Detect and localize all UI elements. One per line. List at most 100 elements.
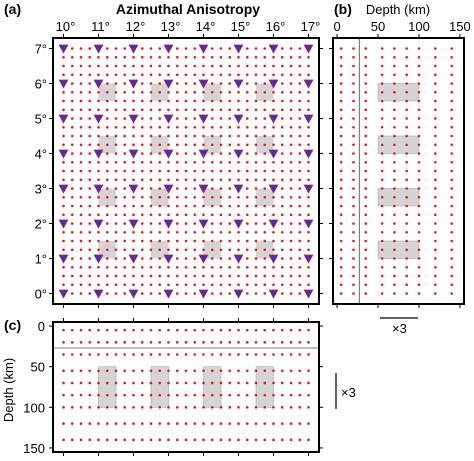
grid-dot <box>88 393 92 397</box>
grid-dot <box>434 108 437 112</box>
grid-dot <box>219 125 223 129</box>
grid-dot <box>228 257 232 260</box>
grid-dot <box>140 353 144 356</box>
depth-tick-label: 0 <box>38 319 45 334</box>
grid-dot <box>289 125 293 129</box>
grid-dot <box>405 213 408 217</box>
grid-dot <box>417 99 421 103</box>
grid-dot <box>210 108 214 112</box>
grid-dot <box>289 341 293 344</box>
grid-dot <box>405 82 408 85</box>
grid-dot <box>184 248 188 252</box>
grid-dot <box>79 64 83 68</box>
grid-dot <box>237 422 240 425</box>
grid-dot <box>245 248 249 252</box>
grid-dot <box>339 283 343 287</box>
grid-dot <box>228 152 232 155</box>
grid-dot <box>62 204 65 208</box>
grid-dot <box>263 265 267 269</box>
panel-a-axes: 10° 11° 12° 13° 14° 15° 16° 17° 7° 6° 5° 4° 3° 2° 1° 0° <box>35 19 323 308</box>
grid-dot <box>132 274 135 278</box>
grid-dot <box>114 257 118 260</box>
grid-dot <box>380 292 384 295</box>
grid-dot <box>219 73 223 77</box>
grid-dot <box>202 143 205 147</box>
grid-dot <box>450 265 454 269</box>
grid-dot <box>339 248 343 252</box>
grid-dot <box>254 341 258 344</box>
grid-dot <box>132 64 135 68</box>
grid-dot <box>62 99 65 103</box>
station-triangle <box>163 79 174 89</box>
grid-dot <box>70 393 74 397</box>
grid-dot <box>352 82 355 85</box>
grid-dot <box>245 125 249 129</box>
grid-dot <box>434 134 437 138</box>
grid-dot <box>97 393 100 397</box>
grid-dot <box>184 204 188 208</box>
grid-dot <box>202 265 205 269</box>
station-triangle <box>163 184 174 194</box>
lat-tick-label: 5° <box>35 112 47 127</box>
grid-dot <box>79 406 83 409</box>
grid-dot <box>62 239 65 243</box>
grid-dot <box>380 108 384 112</box>
grid-dot <box>307 125 310 129</box>
grid-dot <box>158 152 162 155</box>
grid-dot <box>97 422 100 425</box>
grid-dot <box>364 47 368 50</box>
grid-dot <box>210 230 214 234</box>
grid-dot <box>245 292 249 295</box>
grid-dot <box>339 257 343 260</box>
station-triangle <box>303 114 314 124</box>
grid-dot <box>272 328 275 332</box>
grid-dot <box>352 248 355 252</box>
grid-dot <box>140 143 144 147</box>
grid-dot <box>175 90 179 94</box>
grid-dot <box>272 406 275 409</box>
grid-dot <box>339 47 343 50</box>
grid-dot <box>132 178 135 182</box>
grid-dot <box>193 195 197 199</box>
grid-dot <box>149 422 153 425</box>
grid-dot <box>393 73 396 77</box>
grid-dot <box>105 341 109 344</box>
panel-b-letter: (b) <box>334 1 352 17</box>
grid-dot <box>298 381 302 385</box>
panel-a-letter: (a) <box>4 1 21 17</box>
station-triangle <box>93 79 104 89</box>
grid-dot <box>280 393 284 397</box>
grid-dot <box>307 239 310 243</box>
station-triangle <box>198 114 209 124</box>
grid-dot <box>219 82 223 85</box>
grid-dot <box>114 222 118 225</box>
grid-dot <box>167 64 170 68</box>
grid-dot <box>364 187 368 190</box>
grid-dot <box>210 222 214 225</box>
grid-dot <box>228 381 232 385</box>
grid-dot <box>245 265 249 269</box>
grid-dot <box>140 47 144 50</box>
station-triangle <box>93 254 104 264</box>
grid-dot <box>307 406 310 409</box>
grid-dot <box>228 292 232 295</box>
grid-dot <box>193 406 197 409</box>
grid-dot <box>184 283 188 287</box>
grid-dot <box>140 195 144 199</box>
grid-dot <box>380 64 384 68</box>
grid-dot <box>380 117 384 120</box>
grid-dot <box>298 239 302 243</box>
station-triangle <box>268 219 279 229</box>
grid-dot <box>380 230 384 234</box>
grid-dot <box>202 55 205 59</box>
grid-dot <box>289 369 293 373</box>
grid-dot <box>132 283 135 287</box>
grid-dot <box>184 160 188 164</box>
grid-dot <box>254 160 258 164</box>
grid-dot <box>70 178 74 182</box>
grid-dot <box>140 178 144 182</box>
grid-dot <box>307 204 310 208</box>
grid-dot <box>70 47 74 50</box>
grid-dot <box>167 195 170 199</box>
grid-dot <box>352 195 355 199</box>
